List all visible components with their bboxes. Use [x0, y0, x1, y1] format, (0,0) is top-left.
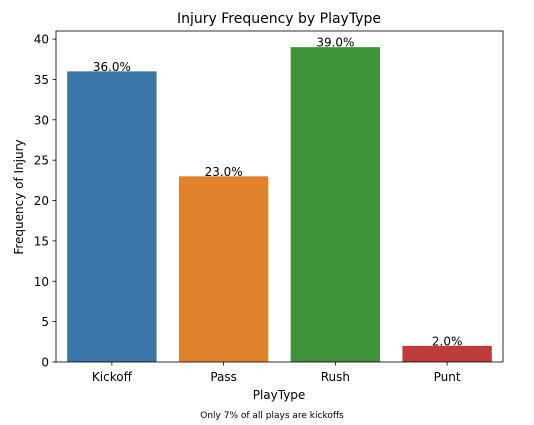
bar-rush	[290, 47, 381, 363]
x-axis-label: PlayType	[253, 388, 306, 402]
y-tick-label: 40	[34, 33, 49, 47]
y-tick-label: 25	[34, 154, 49, 168]
data-label-rush: 39.0%	[316, 36, 354, 50]
y-tick-label: 10	[34, 275, 49, 289]
plot-area: 36.0% 23.0% 39.0% 2.0% 0 5 10 15 20 25 30 35 40 Kicko…	[34, 30, 504, 384]
y-tick-label: 15	[34, 234, 49, 248]
x-tick-label-kickoff: Kickoff	[92, 370, 133, 384]
data-label-punt: 2.0%	[432, 334, 463, 348]
x-tick-label-punt: Punt	[434, 370, 461, 384]
bar-pass	[178, 176, 269, 362]
y-axis-label: Frequency of Injury	[12, 139, 26, 254]
y-tick-label: 5	[41, 315, 49, 329]
y-tick-label: 30	[34, 113, 49, 127]
plot-frame	[55, 30, 504, 363]
data-label-pass: 23.0%	[205, 165, 243, 179]
y-tick-label: 0	[41, 356, 49, 370]
x-tick-label-pass: Pass	[210, 370, 237, 384]
y-tick-label: 35	[34, 73, 49, 87]
bar-kickoff	[67, 71, 157, 363]
chart-title: Injury Frequency by PlayType	[177, 11, 381, 27]
data-label-kickoff: 36.0%	[93, 60, 131, 74]
x-tick-label-rush: Rush	[321, 370, 350, 384]
y-tick-label: 20	[34, 194, 49, 208]
bar-punt	[402, 345, 492, 362]
chart-caption: Only 7% of all plays are kickoffs	[200, 411, 344, 421]
